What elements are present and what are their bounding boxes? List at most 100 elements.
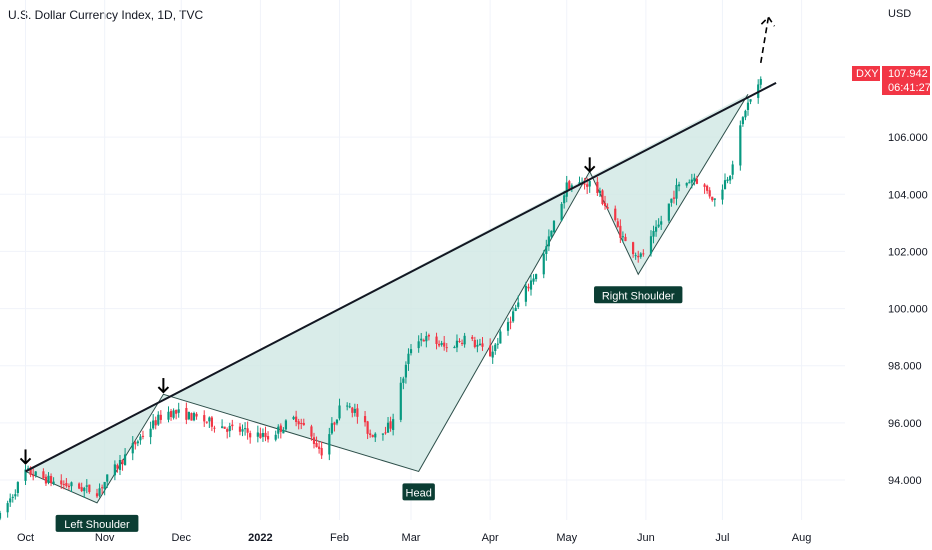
- candle-body: [506, 322, 510, 331]
- candle-body: [98, 488, 101, 496]
- candle-body: [690, 179, 693, 183]
- candle-body: [123, 454, 127, 466]
- chart-title: U.S. Dollar Currency Index, 1D, TVC: [8, 8, 204, 22]
- candle-body: [131, 443, 134, 454]
- candle-body: [672, 197, 676, 199]
- candle-body: [11, 496, 14, 498]
- candle-body: [282, 429, 285, 434]
- candle-body: [226, 429, 229, 432]
- time-tick-label: Mar: [402, 532, 421, 544]
- candle-body: [338, 405, 341, 419]
- neckline[interactable]: [25, 81, 777, 473]
- candle-body: [52, 481, 55, 484]
- candle-body: [0, 512, 2, 519]
- candle-body: [425, 336, 428, 342]
- candle-body: [614, 208, 617, 221]
- candle-body: [157, 414, 160, 425]
- candle-body: [529, 280, 533, 290]
- candle-body: [159, 414, 162, 420]
- candle-body: [241, 429, 244, 432]
- time-tick-label: 2022: [248, 532, 272, 544]
- time-tick-label: Aug: [792, 532, 812, 544]
- pattern-label: Left Shoulder: [55, 514, 139, 532]
- candle-body: [274, 434, 277, 440]
- candle-body: [473, 339, 476, 347]
- down-arrow-icon: [19, 449, 32, 465]
- candle-body: [386, 422, 390, 433]
- candle-body: [353, 408, 356, 413]
- price-axis: 94.000 96.000 98.000 100.000 102.000 104.000 1…: [888, 132, 928, 487]
- candle-body: [6, 503, 9, 513]
- candle-body: [637, 255, 640, 258]
- candle-body: [652, 230, 655, 237]
- candle-body: [657, 224, 660, 227]
- candle-body: [409, 349, 413, 354]
- candle-body: [106, 474, 109, 482]
- candle-body: [192, 413, 196, 421]
- candle-body: [49, 476, 53, 484]
- candle-body: [596, 181, 599, 193]
- candle-body: [749, 99, 752, 102]
- candle-body: [746, 102, 750, 110]
- candle-body: [292, 416, 295, 420]
- price-tick-label: 94.000: [888, 475, 922, 487]
- pattern-label-text: Left Shoulder: [64, 519, 130, 531]
- price-tick-label: 98.000: [888, 361, 922, 373]
- candle-body: [565, 182, 568, 197]
- candle-body: [713, 198, 716, 200]
- candle-body: [435, 336, 438, 344]
- candle-body: [693, 177, 696, 181]
- candle-body: [256, 432, 259, 437]
- candle-body: [70, 482, 73, 487]
- candle-body: [88, 484, 91, 493]
- candle-body: [318, 446, 321, 449]
- candle-body: [195, 413, 198, 417]
- candle-body: [547, 236, 550, 247]
- candle-body: [121, 460, 124, 465]
- candle-body: [677, 184, 681, 187]
- candle-body: [471, 336, 474, 339]
- pattern-label: Head: [402, 483, 435, 501]
- candle-body: [223, 426, 226, 429]
- candle-body: [231, 424, 234, 427]
- candle-body: [489, 345, 492, 357]
- candle-body: [205, 421, 208, 423]
- candle-body: [422, 340, 425, 342]
- candle-body: [458, 341, 461, 343]
- candle-body: [741, 117, 744, 125]
- candle-body: [399, 382, 402, 420]
- candle-body: [346, 405, 349, 407]
- price-tick-label: 102.000: [888, 246, 928, 258]
- candle-body: [243, 428, 247, 430]
- candle-body: [9, 498, 12, 503]
- pattern-label-text: Head: [406, 487, 432, 499]
- candle-body: [624, 236, 627, 242]
- candle-body: [85, 485, 88, 487]
- candle-body: [729, 176, 732, 181]
- candle-body: [512, 311, 515, 322]
- symbol-badge-bg: [852, 66, 880, 81]
- candle-body: [335, 419, 339, 424]
- candle-body: [496, 343, 499, 345]
- pattern-label-bg: [594, 286, 683, 304]
- candle-body: [333, 422, 336, 425]
- candle-body: [302, 422, 305, 426]
- pattern-outline: [25, 94, 749, 504]
- candle-body: [427, 335, 430, 337]
- projection-dashed-line: [759, 15, 776, 63]
- candle-body: [136, 441, 139, 444]
- candle-body: [228, 425, 231, 432]
- time-tick-label: Feb: [330, 532, 349, 544]
- price-tick-label: 100.000: [888, 304, 928, 316]
- candle-body: [570, 185, 573, 189]
- candle-body: [670, 198, 673, 203]
- candle-body: [476, 344, 479, 347]
- candle-body: [440, 342, 443, 345]
- candle-body: [535, 274, 538, 280]
- candle-body: [685, 182, 688, 186]
- candle-body: [601, 190, 604, 204]
- candle-body: [169, 411, 173, 417]
- candle-body: [279, 425, 282, 432]
- price-badge-bg: [882, 66, 930, 95]
